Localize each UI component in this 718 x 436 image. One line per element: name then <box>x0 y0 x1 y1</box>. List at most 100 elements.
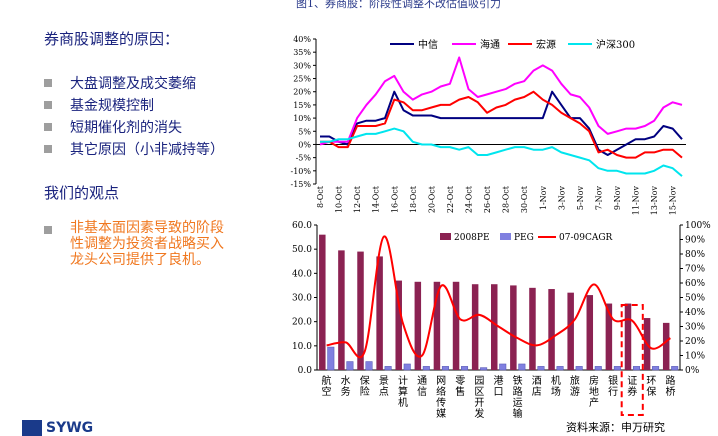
viewpoint-line: 龙头公司提供了良机。 <box>70 252 210 268</box>
pe-bar <box>357 251 364 370</box>
category-label-char: 行 <box>608 385 618 398</box>
right-tick-label: 20% <box>685 337 705 347</box>
left-tick-label: 0.0 <box>298 366 313 376</box>
peg-bar <box>556 366 564 371</box>
reason-text: 基金规模控制 <box>70 98 154 114</box>
x-tick-label: 12-Oct <box>353 185 362 213</box>
right-tick-label: 100% <box>685 221 711 231</box>
y-tick-label: 20% <box>293 88 311 97</box>
x-tick-label: 14-Oct <box>372 185 381 213</box>
y-tick-label: 5% <box>298 127 311 136</box>
peg-bar <box>384 366 392 371</box>
pe-bar <box>567 292 574 370</box>
peg-bar <box>613 366 621 371</box>
x-tick-label: 5-Nov <box>576 186 585 211</box>
x-tick-label: 18-Oct <box>409 185 418 213</box>
category-label-char: 发 <box>474 407 484 420</box>
x-tick-label: 26-Oct <box>483 185 492 213</box>
right-tick-label: 70% <box>685 265 705 275</box>
left-tick-label: 10.0 <box>292 342 312 352</box>
list-item: 基金规模控制 <box>44 94 224 116</box>
category-label-char: 店 <box>532 385 542 398</box>
category-label-char: 证 <box>627 375 637 387</box>
category-label-char: 园 <box>474 375 484 387</box>
legend-label: 2008PE <box>454 233 490 243</box>
category-label-char: 信 <box>417 386 427 398</box>
peg-bar <box>346 361 354 371</box>
pe-bar <box>433 281 441 370</box>
viewpoint-heading: 我们的观点 <box>44 184 120 202</box>
sywg-logo: SYWG <box>22 420 93 436</box>
category-label-char: 运 <box>513 397 523 409</box>
category-label-char: 算 <box>398 385 408 398</box>
peg-bar <box>594 366 602 371</box>
sywg-logo-icon <box>22 420 42 436</box>
left-tick-label: 50.0 <box>292 245 312 255</box>
left-tick-label: 30.0 <box>292 294 312 304</box>
category-label-char: 络 <box>436 385 446 398</box>
peg-bar <box>537 366 545 371</box>
bullet-square-icon <box>44 79 52 87</box>
category-label-char: 机 <box>551 374 561 387</box>
bullet-square-icon <box>44 123 52 131</box>
x-tick-label: 11-Nov <box>632 186 641 216</box>
bullet-square-icon <box>44 226 52 234</box>
category-label-char: 房 <box>589 374 599 387</box>
x-tick-label: 7-Nov <box>594 186 603 211</box>
logo-text: SYWG <box>46 420 94 436</box>
peg-bar <box>403 363 411 371</box>
peg-bar <box>480 367 488 371</box>
pe-bar <box>624 303 632 370</box>
pe-bar <box>605 303 613 370</box>
category-label-char: 港 <box>494 375 504 387</box>
pe-bar <box>548 289 555 370</box>
y-tick-label: 30% <box>293 61 311 70</box>
peg-bar <box>518 363 526 371</box>
peg-bar <box>327 346 335 371</box>
category-label-char: 路 <box>665 374 675 387</box>
peg-bar <box>365 361 373 371</box>
x-tick-label: 8-Oct <box>316 185 325 208</box>
legend-label: 07-09CAGR <box>559 233 613 243</box>
series-line <box>319 56 683 146</box>
category-label-char: 通 <box>417 375 427 387</box>
viewpoint-text: 非基本面因素导致的阶段 性调整为投资者战略买入 龙头公司提供了良机。 <box>70 220 224 268</box>
pe-bar <box>586 295 594 370</box>
x-tick-label: 30-Oct <box>520 185 529 213</box>
category-label-char: 媒 <box>436 408 446 420</box>
category-label-char: 点 <box>379 386 389 398</box>
category-label-char: 开 <box>474 398 484 409</box>
reason-text: 大盘调整及成交萎缩 <box>70 76 196 92</box>
legend-label: 宏源 <box>536 38 556 51</box>
category-label-char: 计 <box>398 374 408 387</box>
category-label-char: 务 <box>341 385 351 398</box>
reason-text: 其它原因（小非减持等） <box>70 142 224 158</box>
pe-bar <box>376 256 383 370</box>
cagr-line <box>326 235 671 359</box>
right-tick-label: 60% <box>685 279 705 289</box>
viewpoint-line: 性调整为投资者战略买入 <box>70 236 224 252</box>
x-tick-label: 13-Nov <box>650 186 659 216</box>
legend-label: 中信 <box>418 38 438 51</box>
x-tick-label: 16-Oct <box>390 185 399 213</box>
peg-bar <box>671 366 679 371</box>
category-label-char: 银 <box>608 374 618 387</box>
category-label-char: 机 <box>398 396 408 409</box>
pe-bar <box>529 287 536 370</box>
list-item: 短期催化剂的消失 <box>44 116 224 138</box>
category-label-char: 售 <box>455 385 465 398</box>
category-label-char: 券 <box>627 385 637 398</box>
y-tick-label: -15% <box>291 180 312 189</box>
pe-bar <box>452 281 460 370</box>
right-tick-label: 30% <box>685 323 705 333</box>
y-tick-label: 10% <box>293 114 311 123</box>
pe-bar <box>338 250 345 370</box>
category-label-char: 场 <box>551 385 561 398</box>
bullet-square-icon <box>44 101 52 109</box>
x-tick-label: 1-Nov <box>539 186 548 211</box>
category-label-char: 旅 <box>570 374 580 387</box>
peg-bar <box>422 366 430 371</box>
category-label-char: 酒 <box>532 375 542 387</box>
category-label-char: 空 <box>322 385 332 398</box>
